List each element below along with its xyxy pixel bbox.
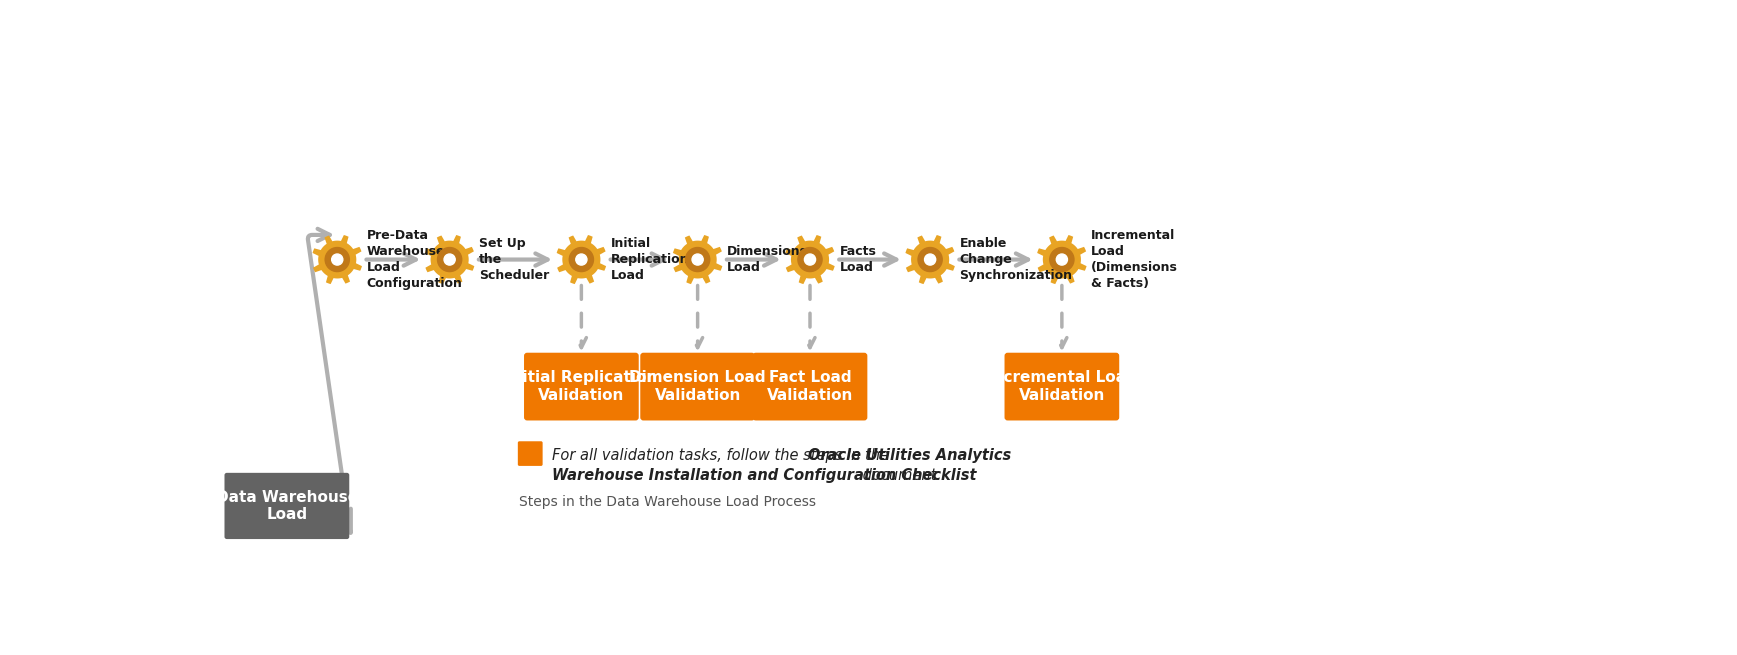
Circle shape [445,254,455,265]
Circle shape [1056,254,1068,265]
Circle shape [439,249,453,263]
Circle shape [924,254,936,265]
Text: Oracle Utilities Analytics: Oracle Utilities Analytics [808,449,1011,463]
FancyBboxPatch shape [752,353,867,421]
Circle shape [799,249,813,263]
Text: Incremental Load
Validation: Incremental Load Validation [987,370,1136,403]
Circle shape [1049,248,1073,272]
Circle shape [919,249,933,263]
Polygon shape [672,235,723,284]
Circle shape [804,254,816,265]
Circle shape [332,254,342,265]
Polygon shape [1037,235,1087,284]
Circle shape [570,248,594,272]
FancyBboxPatch shape [641,353,756,421]
Text: Warehouse Installation and Configuration Checklist: Warehouse Installation and Configuration… [552,468,976,483]
Polygon shape [313,235,361,284]
Text: Incremental
Load
(Dimensions
& Facts): Incremental Load (Dimensions & Facts) [1091,229,1178,290]
Circle shape [691,254,703,265]
Circle shape [797,248,822,272]
Text: document.: document. [858,468,941,483]
Circle shape [919,248,941,272]
Text: Dimensions
Load: Dimensions Load [728,245,808,274]
Text: Initial
Replication
Load: Initial Replication Load [611,237,690,282]
Circle shape [1051,249,1065,263]
Text: Fact Load
Validation: Fact Load Validation [766,370,853,403]
Text: Initial Replication
Validation: Initial Replication Validation [505,370,657,403]
Circle shape [327,249,340,263]
Circle shape [575,254,587,265]
Text: Steps in the Data Warehouse Load Process: Steps in the Data Warehouse Load Process [519,495,816,509]
FancyBboxPatch shape [224,473,349,539]
Polygon shape [426,235,474,284]
Circle shape [686,248,710,272]
Circle shape [438,248,462,272]
Text: Facts
Load: Facts Load [839,245,877,274]
FancyBboxPatch shape [525,353,639,421]
Polygon shape [785,235,835,284]
Polygon shape [905,235,955,284]
Text: For all validation tasks, follow the steps in the: For all validation tasks, follow the ste… [552,449,893,463]
Text: Enable
Change
Synchronization: Enable Change Synchronization [959,237,1072,282]
Circle shape [688,249,702,263]
Text: Data Warehouse
Load: Data Warehouse Load [215,490,358,522]
Text: Dimension Load
Validation: Dimension Load Validation [629,370,766,403]
FancyBboxPatch shape [1004,353,1119,421]
Text: Set Up
the
Scheduler: Set Up the Scheduler [479,237,549,282]
Circle shape [571,249,585,263]
Polygon shape [556,235,606,284]
Circle shape [325,248,349,272]
FancyBboxPatch shape [518,441,542,466]
Text: Pre-Data
Warehouse
Load
Configuration: Pre-Data Warehouse Load Configuration [367,229,462,290]
